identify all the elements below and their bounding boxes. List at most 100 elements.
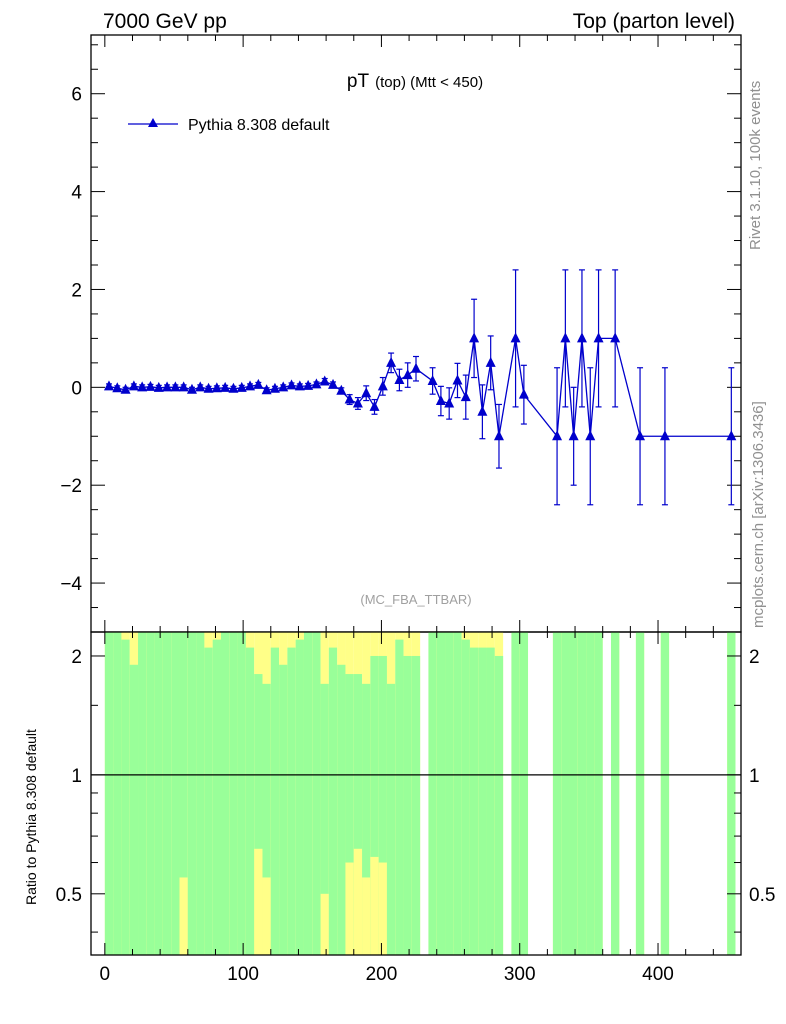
ratio-band-inner	[577, 632, 587, 955]
ratio-band-inner	[362, 683, 371, 955]
data-point	[452, 374, 463, 385]
x-tick-label: 200	[366, 964, 398, 985]
legend-label: Pythia 8.308 default	[188, 117, 330, 134]
ratio-band-inner	[378, 655, 387, 955]
ratio-band-outer-low	[262, 877, 271, 955]
data-point	[336, 384, 347, 395]
ratio-band-inner	[229, 632, 238, 955]
ratio-band-outer-low	[179, 877, 188, 955]
data-point	[103, 380, 114, 391]
ratio-band-inner	[154, 632, 163, 955]
ratio-band-inner	[594, 632, 603, 955]
ratio-band-inner	[328, 647, 338, 955]
ratio-band-inner	[129, 664, 139, 955]
ratio-band-inner	[262, 683, 271, 955]
data-point	[585, 430, 596, 441]
data-point	[195, 381, 206, 392]
legend: Pythia 8.308 default	[128, 117, 330, 134]
ratio-band-inner	[279, 664, 288, 955]
data-point	[435, 395, 446, 406]
ratio-band-outer-low	[378, 862, 387, 955]
ratio-band-inner	[113, 632, 122, 955]
data-point	[253, 378, 264, 389]
data-point	[211, 382, 222, 393]
ratio-band-inner	[254, 674, 263, 955]
chart-title-main: pT	[347, 71, 370, 92]
data-point	[170, 381, 181, 392]
data-point	[444, 397, 455, 408]
ratio-band-inner	[104, 632, 114, 955]
header-right-label: Top (parton level)	[573, 10, 735, 33]
data-point	[319, 375, 330, 386]
data-point	[220, 381, 231, 392]
ratio-band-outer-low	[362, 877, 371, 955]
ratio-band-inner	[486, 647, 495, 955]
ratio-band-inner	[370, 655, 379, 955]
ratio-band-inner	[478, 647, 487, 955]
ratio-band-inner	[428, 632, 437, 955]
ratio-y-tick-label: 0.5	[56, 885, 82, 906]
ratio-band-inner	[146, 632, 155, 955]
ratio-band-inner	[270, 647, 280, 955]
ratio-band-inner	[138, 632, 147, 955]
ratio-band-outer-low	[254, 848, 263, 955]
y-tick-label: 6	[71, 85, 82, 106]
x-tick-label: 400	[642, 964, 674, 985]
ratio-band-inner	[287, 647, 296, 955]
chart-title-sub: (top) (Mtt < 450)	[375, 74, 483, 91]
data-point	[568, 430, 579, 441]
data-point	[344, 393, 355, 404]
y-tick-label: 2	[71, 280, 82, 301]
x-tick-label: 0	[100, 964, 111, 985]
ratio-band-inner	[187, 632, 197, 955]
ratio-plot: 0.5 0.5 1 1 2 2	[56, 631, 775, 956]
data-point	[369, 400, 380, 411]
ratio-band-outer-low	[370, 856, 379, 955]
ratio-band-inner	[511, 632, 520, 955]
ratio-band-inner	[162, 632, 172, 955]
data-point	[593, 332, 604, 343]
ratio-band-inner	[196, 632, 205, 955]
ratio-band-inner	[295, 639, 304, 955]
data-point	[261, 384, 272, 395]
x-tick-label: 300	[504, 964, 536, 985]
data-point	[610, 332, 621, 343]
main-plot: pT (top) (Mtt < 450) (MC_FBA_TTBAR) Pythi…	[60, 34, 742, 633]
data-point	[162, 381, 173, 392]
ratio-y-tick-label: 0.5	[749, 885, 775, 906]
data-point	[286, 379, 297, 390]
ratio-band-inner	[519, 632, 529, 955]
data-point	[510, 332, 521, 343]
data-point	[493, 430, 504, 441]
data-point	[294, 380, 305, 391]
ratio-band-inner	[345, 674, 354, 955]
data-point	[112, 382, 123, 393]
ratio-band-inner	[403, 655, 412, 955]
ratio-y-tick-label: 1	[71, 766, 82, 787]
ratio-band-outer-low	[353, 848, 363, 955]
data-point	[726, 430, 737, 441]
data-point	[153, 381, 164, 392]
ratio-y-tick-label: 1	[749, 766, 760, 787]
y-tick-label: −4	[60, 574, 82, 595]
data-point	[402, 369, 413, 380]
ratio-band-inner	[494, 655, 504, 955]
data-point	[245, 380, 256, 391]
ratio-band-inner	[445, 632, 454, 955]
ratio-band-inner	[469, 647, 479, 955]
ratio-band-inner	[453, 632, 462, 955]
data-point	[128, 380, 139, 391]
data-point	[120, 383, 131, 394]
data-point	[203, 382, 214, 393]
ratio-band-inner	[552, 632, 562, 955]
data-point	[560, 332, 571, 343]
ratio-band-inner	[395, 639, 404, 955]
ratio-band-inner	[635, 632, 645, 955]
data-point	[485, 356, 496, 367]
data-point	[137, 381, 148, 392]
ratio-band-inner	[171, 632, 180, 955]
ratio-frame	[90, 631, 742, 956]
data-point	[394, 373, 405, 384]
ratio-band-inner	[179, 632, 188, 955]
data-point	[377, 380, 388, 391]
